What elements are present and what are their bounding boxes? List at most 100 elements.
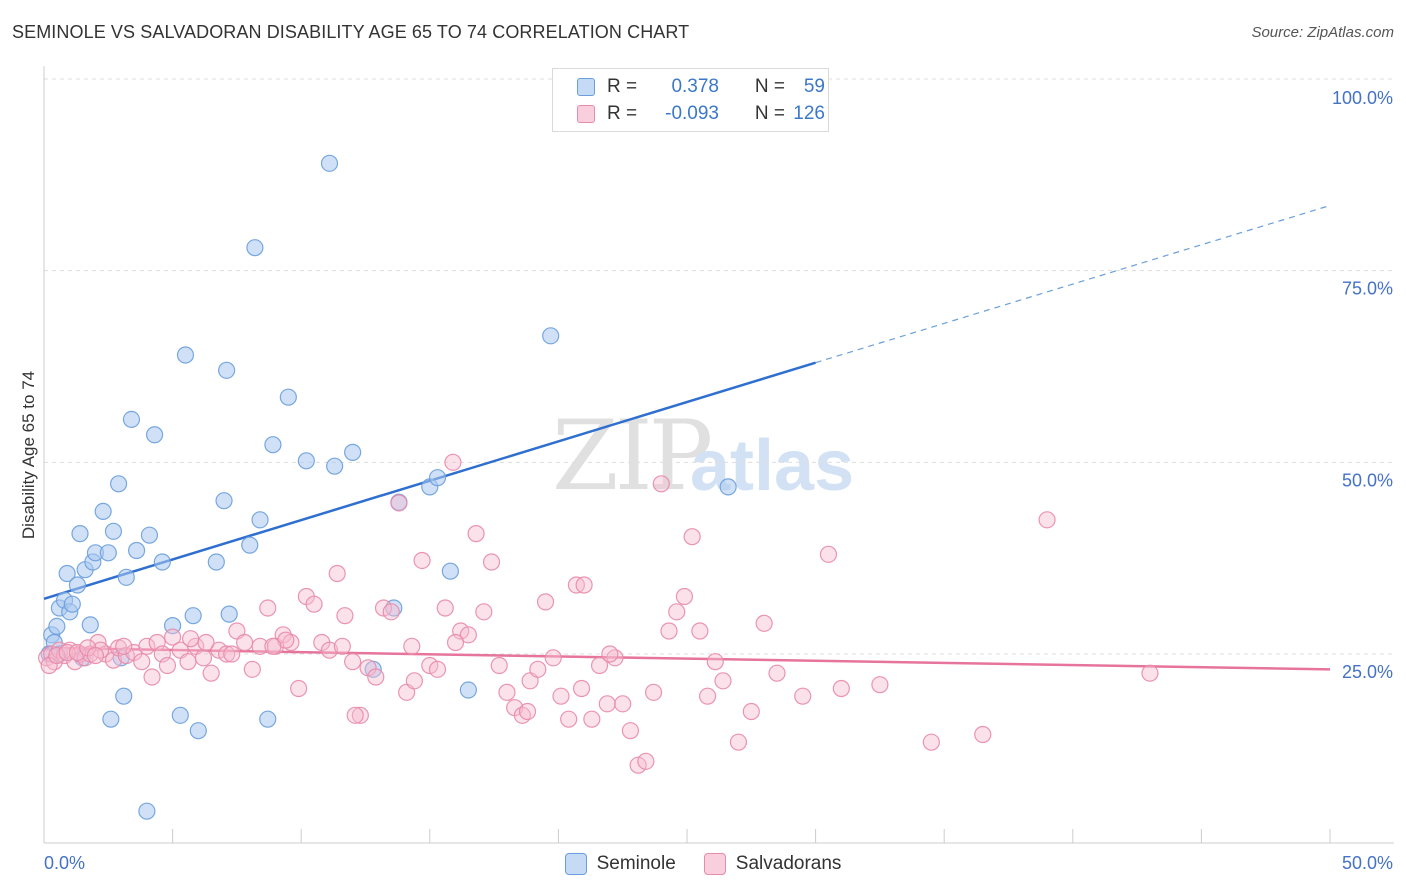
salvadorans-point [382,603,400,621]
seminole-point [115,687,133,705]
salvadorans-point [346,706,364,724]
salvadorans-point [194,649,213,667]
legend-n-value: 59 [803,76,825,97]
salvadorans-point [498,683,516,701]
seminole-point [109,475,128,493]
seminole-point [153,553,171,571]
salvadorans-point [403,637,421,655]
legend-r-label: R = [607,103,638,124]
salvadorans-point [390,494,408,512]
seminole-point [94,502,112,520]
salvadorans-point [421,656,439,675]
seminole-point [68,576,87,594]
salvadorans-point [729,733,748,751]
seminole-point [102,710,120,728]
salvadorans-point [413,551,431,570]
salvadorans-point [1141,664,1159,682]
salvadorans-point [629,756,647,774]
seminole-point [344,443,362,461]
salvadorans-point [143,668,161,686]
legend-swatch-salvadorans [577,105,595,123]
salvadorans-point [755,614,773,632]
salvadorans-point [86,646,105,665]
salvadorans-point [179,653,197,671]
y-tick-label: 75.0% [1342,279,1393,299]
seminole-point [117,568,135,586]
salvadorans-point [264,637,282,655]
salvadorans-point [475,603,493,621]
seminole-point [259,710,277,728]
salvadorans-point [405,672,423,690]
salvadorans-point [794,687,812,705]
salvadorans-point [536,593,555,611]
series-legend-seminole: Seminole [564,853,676,875]
salvadorans-point [459,626,477,644]
legend-swatch-seminole [577,78,595,96]
salvadorans-point [529,660,547,678]
salvadorans-point [164,628,182,646]
tick-labels: 25.0% 50.0% 75.0% 100.0% 0.0% 50.0% Disability… [19,88,1393,873]
salvadorans-point [428,660,447,678]
salvadorans-point [490,656,508,675]
seminole-point [441,562,459,580]
seminole-point [719,478,737,496]
salvadorans-point [706,653,724,671]
seminole-point [207,553,225,571]
salvadorans-point [328,564,346,583]
salvadorans-point [1038,511,1056,529]
seminole-point [320,154,339,172]
legend-n-label: N = [754,76,785,97]
salvadorans-point [518,702,537,721]
seminole-point [428,469,447,487]
salvadorans-point [660,622,678,640]
salvadorans-point [621,722,640,740]
salvadorans-point [344,653,362,671]
data-points [37,154,1159,820]
salvadorans-point [243,660,261,678]
series-label-salvadorans: Salvadorans [735,853,842,874]
salvadorans-point [974,725,992,744]
seminole-trend-extension [815,204,1331,364]
seminole-point [279,388,297,406]
legend-r-value: 0.378 [671,76,719,97]
source-label: Source: ZipAtlas.com [1251,24,1394,41]
salvadorans-point [598,695,616,713]
seminole-point [58,564,76,583]
seminole-point [127,541,146,560]
salvadorans-point [236,633,254,652]
seminole-point [81,616,99,634]
grid-lines [44,78,1394,655]
seminole-point [459,681,477,699]
legend-r-label: R = [607,76,638,97]
salvadorans-point [444,453,462,471]
salvadorans-point [544,649,562,667]
salvadorans-point [922,733,940,751]
salvadorans-point [374,599,393,617]
seminole-point [297,452,315,470]
salvadorans-point [714,672,732,690]
salvadorans-point [210,641,228,659]
seminole-point [246,239,264,257]
legend-n-label: N = [754,103,785,124]
salvadorans-point [467,525,485,543]
salvadorans-point [320,641,339,659]
seminole-point [326,457,344,475]
seminole-point [104,522,123,540]
salvadorans-point [290,679,308,698]
salvadorans-point [133,653,151,671]
seminole-point [48,617,66,636]
salvadorans-point [601,645,619,663]
salvadorans-point [637,752,655,770]
salvadorans-point [832,679,850,698]
axes [43,66,1394,844]
seminole-point [215,492,233,510]
x-tick-label: 50.0% [1342,853,1393,873]
seminole-point [542,327,560,345]
salvadorans-point [351,706,369,724]
legend-r-value: -0.093 [665,103,719,124]
salvadorans-point [698,687,717,705]
seminole-point [145,426,164,444]
salvadorans-trend-line [43,646,1331,671]
y-tick-label: 50.0% [1342,470,1393,490]
